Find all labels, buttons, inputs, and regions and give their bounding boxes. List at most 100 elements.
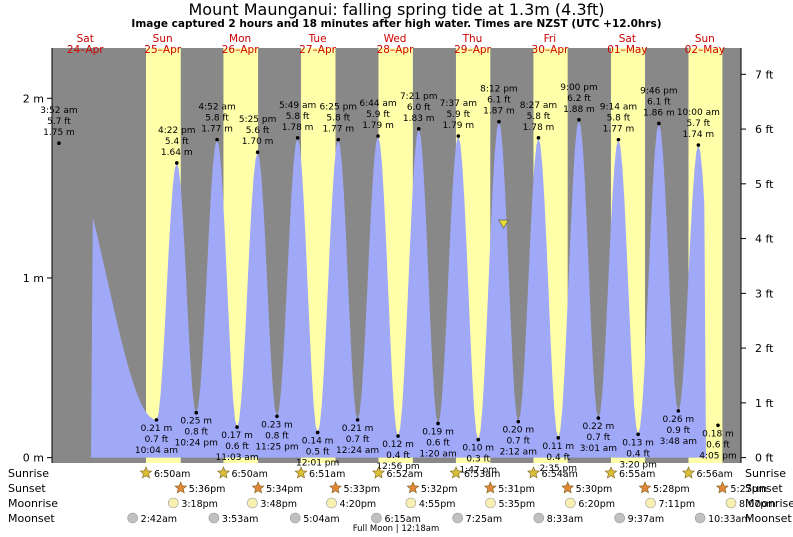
high-tide-dot	[336, 137, 341, 142]
moonrise-icon	[247, 497, 258, 509]
low-tide-m-label: 0.20 m	[502, 426, 534, 436]
low-tide-dot	[596, 416, 601, 420]
high-tide-ft-label: 6.1 ft	[487, 96, 511, 106]
day-name-label: Mon	[229, 33, 251, 45]
high-tide-ft-label: 5.7 ft	[47, 117, 71, 127]
sunrise-icon	[682, 466, 695, 479]
day-name-label: Sun	[695, 33, 715, 45]
sunrise-icon	[527, 466, 540, 479]
moonrise-time-label: 3:18pm	[181, 499, 218, 510]
moonset-row-label: Moonset	[8, 512, 55, 525]
low-tide-time-label: 3:20 pm	[619, 460, 657, 470]
tide-curve	[91, 119, 706, 458]
y-tick-label-ft: 0 ft	[755, 452, 774, 465]
day-date-label: 24–Apr	[67, 44, 104, 56]
low-tide-ft-label: 0.7 ft	[346, 435, 370, 445]
day-name-label: Sat	[77, 33, 94, 45]
high-tide-ft-label: 5.8 ft	[286, 112, 310, 122]
sunset-time-label: 5:34pm	[266, 484, 303, 495]
day-labels-group: Sat24–AprSun25–AprMon26–AprTue27–AprWed2…	[67, 33, 725, 56]
sunrise-time-label: 6:54am	[541, 469, 577, 480]
low-tide-ft-label: 0.9 ft	[667, 426, 691, 436]
high-tide-m-label: 1.79 m	[362, 121, 394, 131]
moonset-time-label: 7:25am	[466, 514, 502, 525]
moonrise-row-label-right: Moonrise	[745, 497, 793, 510]
low-tide-m-label: 0.22 m	[583, 422, 615, 432]
moonset-time-label: 3:53am	[222, 514, 258, 525]
high-tide-dot	[536, 136, 541, 140]
sunset-icon	[483, 481, 497, 494]
moonrise-icon	[645, 497, 656, 509]
day-night-bands	[52, 48, 741, 463]
high-tide-time-label: 6:25 pm	[320, 103, 358, 113]
sunrise-time-label: 6:56am	[696, 469, 732, 480]
high-tide-m-label: 1.78 m	[523, 123, 555, 133]
day-name-label: Tue	[308, 33, 327, 45]
low-tide-time-label: 11:03 am	[216, 453, 259, 463]
high-tide-ft-label: 5.8 ft	[205, 114, 229, 124]
day-date-label: 30–Apr	[532, 44, 569, 56]
moonset-icon	[533, 512, 545, 524]
high-tide-m-label: 1.78 m	[282, 123, 314, 133]
chart-title: Mount Maunganui: falling spring tide at …	[188, 0, 605, 19]
moonrise-time-label: 5:35pm	[498, 499, 535, 510]
moonset-time-label: 2:42am	[141, 514, 177, 525]
low-tide-m-label: 0.21 m	[141, 424, 173, 434]
low-tide-m-label: 0.14 m	[302, 436, 334, 446]
high-tide-dot	[57, 141, 61, 146]
moonset-icon	[694, 512, 706, 524]
day-name-label: Sat	[619, 33, 636, 45]
moonset-icon	[452, 512, 463, 524]
day-name-label: Fri	[544, 33, 557, 45]
high-tide-m-label: 1.77 m	[603, 125, 635, 135]
sunrise-row-label: Sunrise	[8, 467, 49, 480]
moonrise-icon	[565, 497, 576, 509]
low-tide-m-label: 0.23 m	[261, 420, 293, 430]
high-tide-m-label: 1.83 m	[403, 114, 435, 124]
low-tide-time-label: 2:35 pm	[539, 464, 577, 474]
current-tide-marker	[497, 219, 510, 229]
day-date-label: 26–Apr	[222, 44, 259, 56]
chart-subtitle: Image captured 2 hours and 18 minutes af…	[131, 18, 662, 30]
high-tide-time-label: 9:46 pm	[640, 86, 678, 96]
high-tide-m-label: 1.88 m	[563, 105, 595, 115]
low-tide-ft-label: 0.3 ft	[466, 455, 490, 465]
high-tide-time-label: 4:52 am	[198, 103, 235, 113]
moonset-row-label-right: Moonset	[745, 512, 792, 525]
low-tide-m-label: 0.13 m	[622, 438, 654, 448]
low-tide-ft-label: 0.5 ft	[306, 447, 330, 457]
high-tide-dot	[174, 161, 179, 165]
sunset-time-label: 5:30pm	[576, 484, 613, 495]
sunset-time-label: 5:27pm	[730, 484, 767, 495]
sunrise-row-label-right: Sunrise	[745, 467, 786, 480]
low-tide-m-label: 0.26 m	[663, 415, 695, 425]
high-tide-dot	[416, 127, 421, 131]
low-tide-dot	[194, 410, 199, 415]
low-tide-ft-label: 0.7 ft	[587, 433, 611, 443]
low-tide-m-label: 0.21 m	[342, 424, 374, 434]
high-tide-m-label: 1.77 m	[322, 125, 354, 135]
moonset-time-label: 5:04am	[303, 514, 339, 525]
y-tick-label-m: 0 m	[23, 452, 44, 465]
high-tide-time-label: 5:25 pm	[239, 115, 277, 125]
sunset-time-label: 5:28pm	[653, 484, 690, 495]
low-tide-m-label: 0.18 m	[702, 429, 734, 439]
low-tide-time-label: 12:56 pm	[376, 462, 419, 472]
high-tide-m-label: 1.75 m	[43, 128, 75, 138]
high-tide-dot	[376, 134, 380, 138]
moonset-time-label: 6:15am	[384, 514, 420, 525]
low-tide-ft-label: 0.4 ft	[626, 449, 650, 459]
low-tide-dot	[154, 418, 159, 422]
low-tide-ft-label: 0.4 ft	[386, 451, 410, 461]
high-tide-time-label: 6:44 am	[359, 99, 396, 109]
y-tick-label-ft: 6 ft	[755, 123, 774, 136]
high-tide-dot	[456, 134, 461, 138]
low-tide-dot	[396, 434, 400, 438]
sunset-time-label: 5:36pm	[189, 484, 226, 495]
y-tick-label-ft: 3 ft	[755, 287, 774, 300]
high-tide-ft-label: 6.1 ft	[647, 97, 671, 107]
moonrise-time-label: 3:48pm	[260, 499, 297, 510]
low-tide-time-label: 10:24 pm	[175, 439, 218, 449]
high-tide-time-label: 9:00 pm	[560, 83, 598, 93]
moonset-time-label: 10:33am	[708, 514, 750, 525]
